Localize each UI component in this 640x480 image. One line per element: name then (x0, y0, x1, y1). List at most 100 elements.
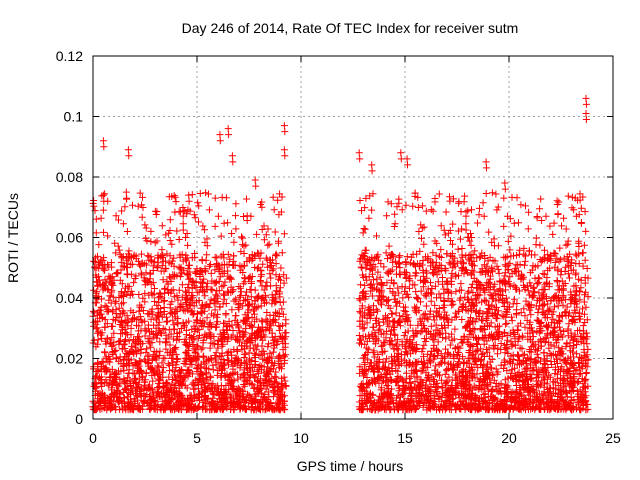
data-point (205, 262, 213, 270)
data-point (278, 249, 286, 257)
data-point (121, 353, 129, 361)
data-point (233, 347, 241, 355)
data-point (392, 298, 400, 306)
data-point (277, 276, 284, 284)
data-point (240, 242, 248, 250)
data-point (162, 318, 170, 326)
data-point (458, 265, 466, 273)
data-point (196, 190, 204, 197)
data-point (259, 355, 267, 363)
data-point (95, 241, 103, 249)
data-point (554, 210, 562, 218)
data-point (554, 302, 562, 310)
data-point (282, 274, 290, 282)
data-point (124, 255, 132, 263)
data-point (486, 275, 494, 283)
data-point (258, 198, 266, 206)
data-point (420, 341, 428, 349)
data-point (123, 228, 131, 235)
data-point (406, 378, 414, 386)
data-point (108, 342, 116, 350)
data-point (451, 325, 459, 333)
data-point (278, 322, 286, 330)
data-point (558, 222, 565, 230)
data-point (563, 257, 571, 265)
data-point (230, 238, 238, 246)
data-point (393, 377, 401, 385)
data-point (212, 291, 220, 299)
data-point (203, 251, 211, 259)
data-point (168, 257, 176, 265)
data-point (280, 230, 288, 238)
data-point (214, 212, 222, 220)
data-point (149, 355, 157, 363)
data-point (97, 310, 105, 318)
data-point (107, 373, 115, 381)
data-point (579, 249, 587, 257)
data-point (519, 333, 527, 341)
data-point (146, 328, 153, 336)
data-point (405, 284, 413, 292)
data-point (117, 266, 125, 274)
data-point (183, 230, 191, 237)
data-point (190, 279, 198, 286)
data-point (271, 228, 279, 236)
data-point (236, 284, 244, 292)
data-point (165, 259, 173, 267)
data-point (479, 199, 487, 207)
data-point (144, 360, 152, 368)
data-point (360, 225, 368, 232)
data-point (122, 349, 130, 357)
data-point (556, 244, 564, 252)
data-point (213, 278, 221, 286)
data-point (198, 257, 206, 265)
data-point (235, 305, 243, 313)
data-point (551, 263, 559, 271)
data-point (165, 229, 173, 237)
data-point (506, 246, 514, 254)
data-point (201, 238, 209, 246)
data-point (216, 273, 224, 281)
data-point (277, 264, 285, 272)
data-point (220, 281, 228, 289)
data-point (139, 193, 146, 201)
data-point (240, 213, 247, 220)
data-point (241, 398, 249, 406)
data-point (512, 285, 520, 293)
data-point (233, 386, 241, 393)
data-point (205, 329, 213, 337)
data-point (101, 349, 109, 357)
data-point (155, 352, 163, 359)
data-point (419, 202, 427, 210)
data-point (105, 307, 112, 315)
data-point (171, 193, 179, 201)
data-point (208, 277, 216, 285)
data-point (361, 246, 369, 254)
data-point (262, 372, 270, 380)
data-point (147, 343, 155, 351)
data-point (560, 214, 568, 222)
data-point (97, 214, 105, 222)
data-point (533, 213, 541, 220)
data-point (279, 310, 287, 318)
data-point (503, 253, 511, 261)
data-point (215, 287, 223, 295)
data-point (268, 374, 276, 382)
data-point (177, 325, 185, 332)
data-point (271, 295, 279, 303)
data-point (191, 268, 199, 276)
data-point (130, 279, 138, 287)
data-point (219, 300, 227, 308)
data-point (99, 206, 107, 214)
data-point (121, 203, 129, 211)
data-point (270, 206, 278, 214)
data-point (240, 296, 248, 304)
data-point (223, 370, 231, 378)
data-point (142, 392, 150, 400)
data-point (274, 196, 282, 204)
data-point (111, 239, 119, 247)
data-point (437, 246, 445, 254)
data-point (541, 246, 548, 254)
data-point (355, 332, 363, 339)
data-point (236, 393, 244, 401)
